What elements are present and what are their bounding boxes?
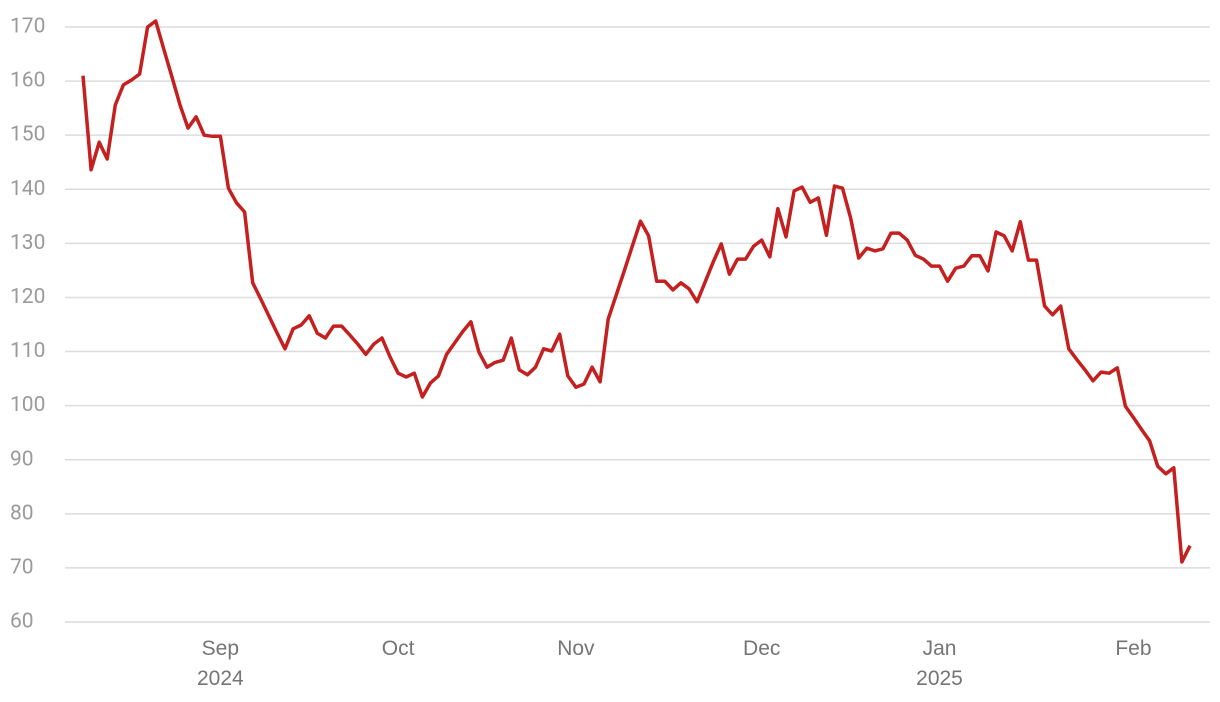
y-tick-label: 100 <box>10 393 45 417</box>
y-tick-label: 130 <box>10 231 45 255</box>
price-line <box>81 19 1192 564</box>
y-tick-label: 70 <box>10 555 34 579</box>
x-tick-label: Feb <box>1115 637 1152 660</box>
y-tick-label: 60 <box>10 610 34 634</box>
x-tick-label: Nov <box>557 637 595 660</box>
x-tick-label: Jan 2025 <box>916 637 963 690</box>
y-tick-label: 160 <box>10 69 45 93</box>
y-tick-label: 110 <box>10 339 45 363</box>
x-tick-label: Oct <box>381 637 415 660</box>
x-tick-label: Sep 2024 <box>197 637 244 690</box>
y-tick-label: 120 <box>10 285 45 309</box>
y-tick-label: 150 <box>10 123 45 147</box>
y-tick-label: 140 <box>10 177 45 201</box>
x-tick-label: Dec <box>743 637 781 660</box>
y-tick-label: 80 <box>10 501 34 525</box>
y-tick-label: 90 <box>10 447 34 471</box>
y-tick-label: 170 <box>10 15 45 39</box>
